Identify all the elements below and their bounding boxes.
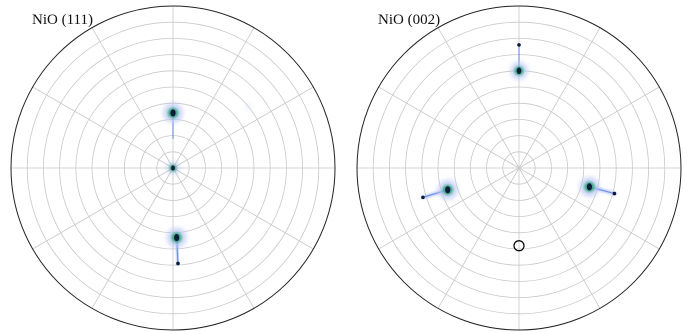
pole-tip (612, 191, 617, 196)
pole (166, 161, 180, 175)
grid-spoke (437, 27, 520, 169)
poles-layer (420, 42, 617, 252)
grid-spoke (518, 167, 601, 309)
pole (420, 179, 458, 200)
grid-spoke (172, 167, 314, 250)
pole-core (170, 109, 176, 117)
grid-spoke (378, 167, 520, 250)
pole (510, 42, 528, 80)
pole-core (171, 165, 175, 171)
grid-spoke (91, 167, 174, 309)
pole-tip (421, 195, 425, 200)
outer-rim (10, 5, 336, 331)
pole-core (174, 233, 180, 242)
grid-spoke (518, 27, 601, 169)
pole-tip (517, 43, 521, 47)
pole (166, 227, 187, 266)
grid-spoke (172, 86, 314, 169)
pole-figure-left: NiO (111) (10, 5, 336, 331)
poles-layer (163, 102, 253, 266)
grid-spoke (518, 167, 660, 250)
pole-core (445, 186, 451, 194)
pole (245, 103, 253, 111)
pole-tip (176, 261, 180, 266)
chart-title: NiO (111) (32, 12, 93, 28)
open-circle-marker (513, 240, 525, 252)
pole (163, 102, 183, 141)
pole-core (586, 183, 593, 191)
grid-spoke (378, 86, 520, 169)
grid-spoke (172, 167, 255, 309)
chart-title: NiO (002) (378, 12, 440, 28)
grid-spoke (32, 167, 174, 250)
grid-spoke (518, 86, 660, 169)
grid-spoke (437, 167, 520, 309)
outer-rim (356, 5, 682, 331)
grid-spoke (172, 27, 255, 169)
grid-spoke (91, 27, 174, 169)
pole (579, 176, 617, 197)
grid-spoke (32, 86, 174, 169)
pole-halo (245, 103, 253, 111)
pole-core (516, 67, 522, 75)
pole-figure-right: NiO (002) (356, 5, 682, 331)
polar-grid (356, 5, 682, 331)
